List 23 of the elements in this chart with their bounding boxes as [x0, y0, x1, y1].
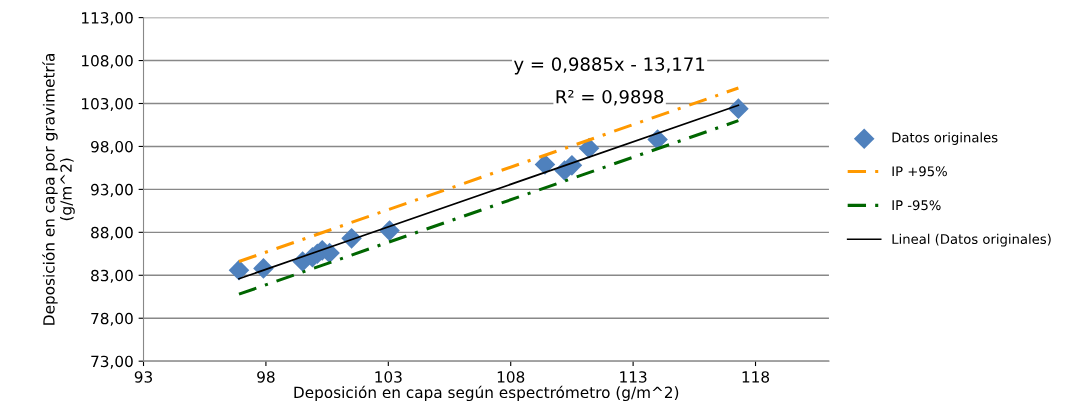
annotation: y = 0,9885x - 13,171	[513, 57, 705, 75]
y-tick-label: 98,00	[91, 140, 133, 155]
y-tick-label: 78,00	[91, 312, 133, 326]
x-tick-label: 118	[742, 371, 770, 383]
y-tick-label: 108,00	[82, 55, 133, 69]
x-tick-label: 98	[257, 371, 275, 383]
legend-label: IP -95%	[892, 200, 941, 211]
y-tick-label: 88,00	[91, 226, 133, 240]
y-tick-label: 83,00	[91, 269, 133, 283]
legend-label: Lineal (Datos originales)	[892, 233, 1051, 247]
y-tick-label: 73,00	[91, 355, 133, 369]
y-tick-label: 93,00	[91, 183, 133, 197]
x-axis-title: Deposición en capa según espectrómetro (g/m^2)	[294, 385, 679, 402]
legend-label: IP +95%	[892, 166, 947, 177]
y-tick-label: 113,00	[82, 12, 133, 26]
x-tick-label: 103	[375, 371, 402, 383]
y-axis-title: Deposición en capa por gravimetría (g/m^2)	[42, 54, 75, 325]
x-tick-label: 93	[134, 371, 153, 383]
annotation: R² = 0,9898	[556, 89, 664, 106]
x-tick-label: 113	[620, 371, 647, 383]
x-tick-label: 108	[497, 371, 525, 383]
y-tick-label: 103,00	[82, 97, 133, 112]
legend-label: Datos originales	[892, 132, 998, 145]
